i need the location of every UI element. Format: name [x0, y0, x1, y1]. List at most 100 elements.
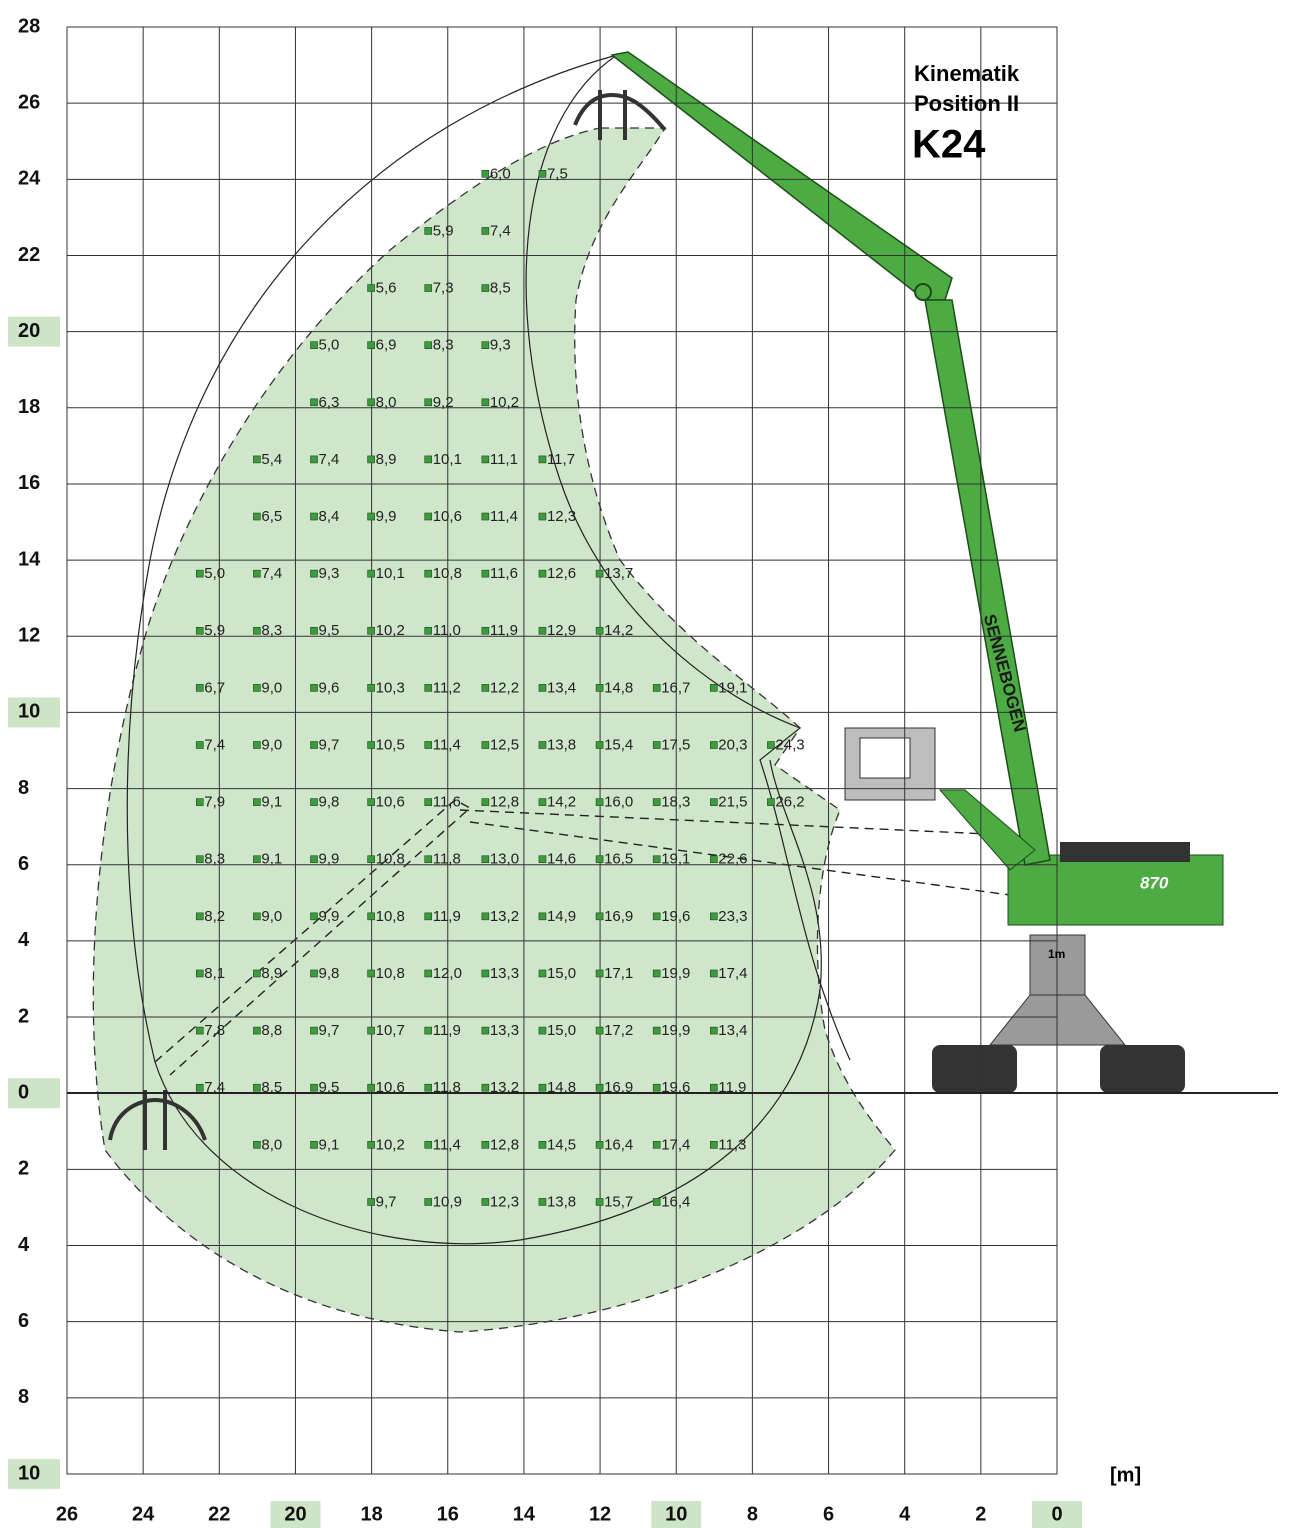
point-label: 7,4 [204, 736, 225, 753]
point-marker [652, 741, 661, 749]
point-label: 8,5 [261, 1079, 282, 1096]
point-marker [710, 1141, 718, 1149]
point-marker [253, 1026, 261, 1035]
y-tick-label: 6 [18, 1310, 29, 1332]
point-marker [481, 626, 490, 635]
point-marker [367, 455, 375, 464]
point-label: 10,1 [376, 565, 405, 582]
point-label: 9,9 [319, 908, 340, 925]
point-label: 12,2 [490, 679, 519, 696]
point-marker [367, 512, 375, 521]
point-marker [538, 969, 547, 978]
point-marker [652, 1083, 661, 1092]
point-marker [710, 1083, 718, 1092]
point-label: 13,3 [490, 965, 519, 982]
x-tick-label: 8 [747, 1503, 758, 1525]
point-label: 10,2 [490, 394, 519, 411]
point-marker [424, 741, 433, 749]
point-label: 12,0 [433, 965, 462, 982]
point-marker [652, 1198, 661, 1206]
point-marker [652, 969, 661, 978]
point-label: 15,4 [604, 736, 633, 753]
point-marker [595, 684, 604, 692]
point-marker [481, 284, 490, 292]
point-marker [367, 912, 375, 921]
point-label: 10,8 [376, 965, 405, 982]
model-badge: 870 [1140, 873, 1169, 892]
point-label: 17,1 [604, 965, 633, 982]
point-marker [424, 912, 433, 921]
point-label: 23,3 [718, 908, 747, 925]
x-tick-label: 0 [1051, 1503, 1062, 1525]
point-marker [652, 1026, 661, 1035]
tick-highlight [270, 1501, 321, 1528]
point-marker [195, 1026, 204, 1035]
point-marker [253, 1141, 261, 1149]
point-label: 8,3 [433, 337, 454, 354]
point-label: 14,8 [604, 679, 633, 696]
y-tick-label: 12 [18, 625, 40, 647]
point-marker [367, 398, 375, 407]
y-tick-label: 20 [18, 320, 40, 342]
point-marker [538, 798, 547, 806]
point-marker [367, 341, 375, 349]
point-label: 12,9 [547, 622, 576, 639]
point-label: 13,3 [490, 1022, 519, 1039]
point-label: 19,6 [661, 1079, 690, 1096]
y-tick-label: 4 [18, 1234, 30, 1256]
point-marker [253, 455, 261, 464]
point-marker [195, 684, 204, 692]
point-label: 7,4 [319, 451, 340, 468]
point-label: 12,8 [490, 1136, 519, 1153]
point-label: 8,0 [376, 394, 397, 411]
point-label: 6,5 [261, 508, 282, 525]
point-label: 10,6 [376, 1079, 405, 1096]
point-marker [195, 1083, 204, 1092]
point-marker [195, 626, 204, 635]
pedestal-label: 1m [1048, 947, 1065, 961]
y-tick-label: 18 [18, 396, 40, 418]
point-marker [367, 1198, 375, 1206]
point-marker [424, 626, 433, 635]
point-marker [538, 569, 547, 578]
point-label: 9,3 [319, 565, 340, 582]
point-label: 11,9 [433, 1022, 461, 1039]
point-marker [595, 1141, 604, 1149]
point-marker [424, 684, 433, 692]
point-marker [481, 741, 490, 749]
point-label: 8,3 [204, 851, 225, 868]
point-marker [424, 969, 433, 978]
point-label: 11,1 [490, 451, 518, 468]
point-marker [481, 512, 490, 521]
point-marker [424, 855, 433, 864]
point-label: 12,5 [490, 736, 519, 753]
y-tick-label: 2 [18, 1158, 29, 1180]
point-label: 11,4 [433, 1136, 461, 1153]
point-marker [710, 741, 718, 749]
point-label: 9,0 [261, 736, 282, 753]
point-label: 16,4 [604, 1136, 633, 1153]
tick-highlight [651, 1501, 702, 1528]
point-label: 19,1 [661, 851, 690, 868]
point-label: 11,4 [433, 736, 461, 753]
point-marker [767, 741, 775, 749]
point-marker [710, 912, 718, 921]
point-marker [424, 227, 433, 235]
y-tick-label: 4 [18, 929, 30, 951]
highlight-layer [8, 316, 1082, 1528]
point-label: 5,0 [319, 337, 340, 354]
point-label: 13,8 [547, 736, 576, 753]
point-marker [424, 1083, 433, 1092]
point-label: 10,9 [433, 1193, 462, 1210]
point-label: 9,1 [319, 1136, 340, 1153]
point-marker [481, 398, 490, 407]
y-tick-label: 2 [18, 1005, 29, 1027]
point-marker [367, 626, 375, 635]
point-label: 8,9 [376, 451, 397, 468]
point-marker [310, 398, 318, 407]
point-label: 9,5 [319, 1079, 340, 1096]
y-tick-label: 14 [18, 548, 41, 570]
point-marker [710, 855, 718, 864]
x-tick-label: 16 [437, 1503, 459, 1525]
point-label: 16,4 [661, 1193, 690, 1210]
